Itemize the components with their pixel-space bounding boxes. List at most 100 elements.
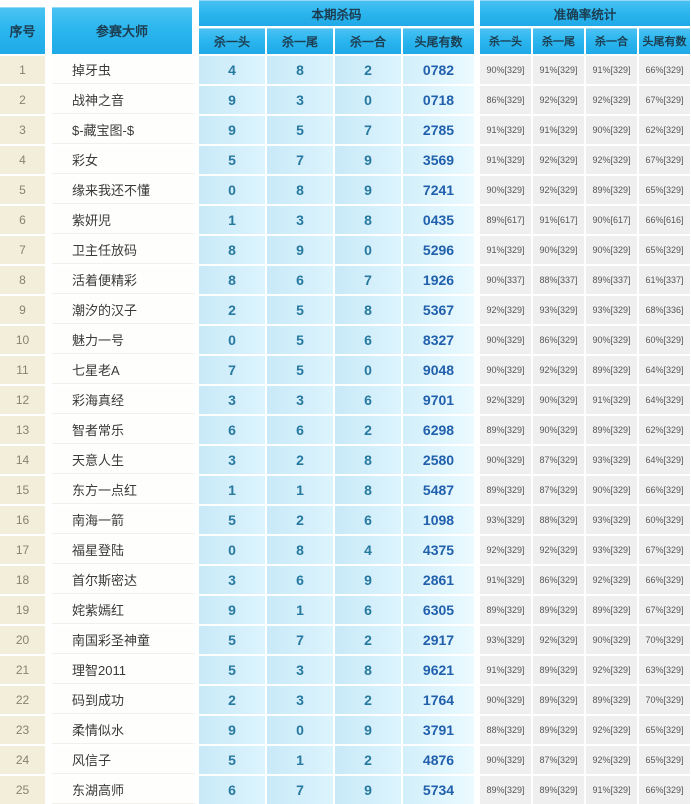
headtail-number: 5367: [403, 296, 478, 324]
kill-sum-value: 0: [335, 86, 401, 114]
column-header-kill-head: 杀一头: [199, 28, 265, 54]
headtail-number: 1764: [403, 686, 478, 714]
kill-head-value: 5: [199, 746, 265, 774]
group-header-kill-codes: 本期杀码: [199, 0, 478, 26]
master-name: 首尔斯密达: [52, 566, 197, 594]
master-name: 理智2011: [52, 656, 197, 684]
headtail-number: 0718: [403, 86, 478, 114]
acc-headtail-number: 65%[329]: [639, 236, 690, 264]
acc-kill-head-value: 90%[329]: [480, 746, 531, 774]
acc-headtail-number: 66%[329]: [639, 566, 690, 594]
acc-kill-tail-value: 90%[329]: [533, 416, 584, 444]
master-name: 南国彩圣神童: [52, 626, 197, 654]
kill-head-value: 8: [199, 266, 265, 294]
acc-kill-tail-value: 87%[329]: [533, 446, 584, 474]
kill-head-value: 6: [199, 416, 265, 444]
kill-head-value: 3: [199, 386, 265, 414]
master-name: 南海一箭: [52, 506, 197, 534]
master-name: 战神之音: [52, 86, 197, 114]
headtail-number: 1926: [403, 266, 478, 294]
acc-headtail-number: 63%[329]: [639, 656, 690, 684]
acc-kill-head-value: 90%[337]: [480, 266, 531, 294]
acc-kill-sum-value: 92%[329]: [586, 746, 637, 774]
master-name: 掉牙虫: [52, 56, 197, 84]
headtail-number: 3569: [403, 146, 478, 174]
row-serial: 3: [0, 116, 50, 144]
row-serial: 25: [0, 776, 50, 804]
kill-tail-value: 9: [267, 236, 333, 264]
kill-head-value: 1: [199, 206, 265, 234]
master-name: 缘来我还不懂: [52, 176, 197, 204]
acc-headtail-number: 66%[329]: [639, 56, 690, 84]
kill-sum-value: 2: [335, 746, 401, 774]
kill-head-value: 2: [199, 296, 265, 324]
row-serial: 12: [0, 386, 50, 414]
kill-tail-value: 0: [267, 716, 333, 744]
acc-kill-head-value: 90%[329]: [480, 446, 531, 474]
kill-sum-value: 9: [335, 776, 401, 804]
master-name: 码到成功: [52, 686, 197, 714]
kill-sum-value: 7: [335, 266, 401, 294]
kill-sum-value: 2: [335, 416, 401, 444]
acc-kill-head-value: 91%[329]: [480, 566, 531, 594]
row-serial: 21: [0, 656, 50, 684]
kill-head-value: 1: [199, 476, 265, 504]
acc-kill-sum-value: 93%[329]: [586, 506, 637, 534]
master-name: 东方一点红: [52, 476, 197, 504]
acc-kill-tail-value: 87%[329]: [533, 746, 584, 774]
acc-kill-head-value: 92%[329]: [480, 536, 531, 564]
kill-tail-value: 1: [267, 746, 333, 774]
row-serial: 22: [0, 686, 50, 714]
kill-head-value: 7: [199, 356, 265, 384]
master-name: $-藏宝图-$: [52, 116, 197, 144]
headtail-number: 8327: [403, 326, 478, 354]
acc-kill-sum-value: 89%[337]: [586, 266, 637, 294]
acc-kill-tail-value: 88%[329]: [533, 506, 584, 534]
row-serial: 14: [0, 446, 50, 474]
acc-kill-head-value: 91%[329]: [480, 146, 531, 174]
headtail-number: 9048: [403, 356, 478, 384]
row-serial: 10: [0, 326, 50, 354]
row-serial: 4: [0, 146, 50, 174]
kill-head-value: 3: [199, 566, 265, 594]
master-name: 魅力一号: [52, 326, 197, 354]
column-header-master: 参赛大师: [52, 7, 197, 54]
row-serial: 24: [0, 746, 50, 774]
column-header-acc-kill-tail: 杀一尾: [533, 28, 584, 54]
kill-tail-value: 6: [267, 416, 333, 444]
acc-kill-tail-value: 92%[329]: [533, 626, 584, 654]
acc-kill-tail-value: 88%[337]: [533, 266, 584, 294]
acc-kill-head-value: 89%[617]: [480, 206, 531, 234]
row-serial: 2: [0, 86, 50, 114]
acc-headtail-number: 64%[329]: [639, 446, 690, 474]
kill-tail-value: 3: [267, 656, 333, 684]
acc-headtail-number: 70%[329]: [639, 626, 690, 654]
kill-tail-value: 2: [267, 506, 333, 534]
acc-headtail-number: 66%[329]: [639, 476, 690, 504]
acc-kill-head-value: 91%[329]: [480, 116, 531, 144]
kill-sum-value: 9: [335, 716, 401, 744]
acc-kill-head-value: 91%[329]: [480, 236, 531, 264]
master-name: 柔情似水: [52, 716, 197, 744]
acc-kill-sum-value: 90%[329]: [586, 236, 637, 264]
kill-sum-value: 9: [335, 176, 401, 204]
master-name: 风信子: [52, 746, 197, 774]
acc-headtail-number: 65%[329]: [639, 746, 690, 774]
kill-sum-value: 2: [335, 686, 401, 714]
row-serial: 11: [0, 356, 50, 384]
acc-kill-sum-value: 89%[329]: [586, 176, 637, 204]
acc-kill-sum-value: 91%[329]: [586, 776, 637, 804]
acc-kill-tail-value: 92%[329]: [533, 176, 584, 204]
kill-sum-value: 0: [335, 356, 401, 384]
acc-kill-sum-value: 92%[329]: [586, 86, 637, 114]
headtail-number: 2785: [403, 116, 478, 144]
kill-tail-value: 5: [267, 356, 333, 384]
acc-kill-tail-value: 92%[329]: [533, 356, 584, 384]
kill-sum-value: 7: [335, 116, 401, 144]
acc-kill-head-value: 90%[329]: [480, 686, 531, 714]
headtail-number: 2861: [403, 566, 478, 594]
acc-headtail-number: 70%[329]: [639, 686, 690, 714]
acc-kill-tail-value: 89%[329]: [533, 776, 584, 804]
acc-headtail-number: 65%[329]: [639, 176, 690, 204]
kill-tail-value: 3: [267, 86, 333, 114]
